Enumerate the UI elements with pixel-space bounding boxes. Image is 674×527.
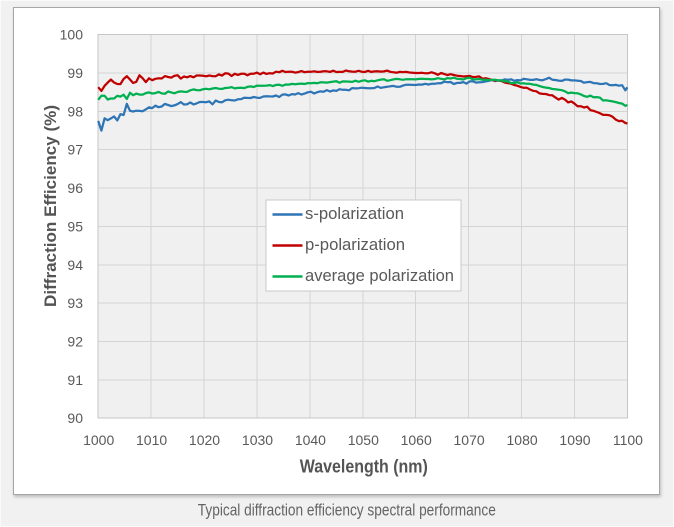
svg-text:1060: 1060: [401, 432, 432, 448]
svg-text:99: 99: [67, 65, 83, 81]
svg-text:Wavelength (nm): Wavelength (nm): [300, 457, 428, 477]
svg-text:1070: 1070: [454, 432, 485, 448]
svg-text:93: 93: [67, 295, 83, 311]
svg-text:1100: 1100: [613, 432, 643, 448]
svg-text:94: 94: [67, 257, 83, 273]
svg-text:Diffraction Efficiency (%): Diffraction Efficiency (%): [41, 105, 60, 307]
svg-text:1020: 1020: [189, 432, 220, 448]
svg-text:96: 96: [67, 180, 83, 196]
svg-text:98: 98: [67, 103, 83, 119]
svg-text:1090: 1090: [559, 432, 590, 448]
svg-text:92: 92: [67, 334, 83, 350]
svg-text:95: 95: [67, 218, 83, 234]
svg-text:Typical diffraction efficiency: Typical diffraction efficiency spectral …: [198, 501, 496, 520]
svg-text:100: 100: [60, 27, 84, 43]
svg-text:1030: 1030: [242, 432, 273, 448]
svg-text:1010: 1010: [136, 432, 167, 448]
svg-text:p-polarization: p-polarization: [305, 235, 405, 254]
svg-text:1050: 1050: [348, 432, 379, 448]
svg-text:s-polarization: s-polarization: [305, 204, 404, 223]
svg-text:97: 97: [67, 142, 83, 158]
svg-text:1080: 1080: [507, 432, 538, 448]
svg-text:1000: 1000: [83, 432, 114, 448]
svg-text:1040: 1040: [295, 432, 326, 448]
svg-text:90: 90: [67, 410, 83, 426]
svg-text:91: 91: [67, 372, 83, 388]
svg-text:average polarization: average polarization: [305, 266, 454, 285]
